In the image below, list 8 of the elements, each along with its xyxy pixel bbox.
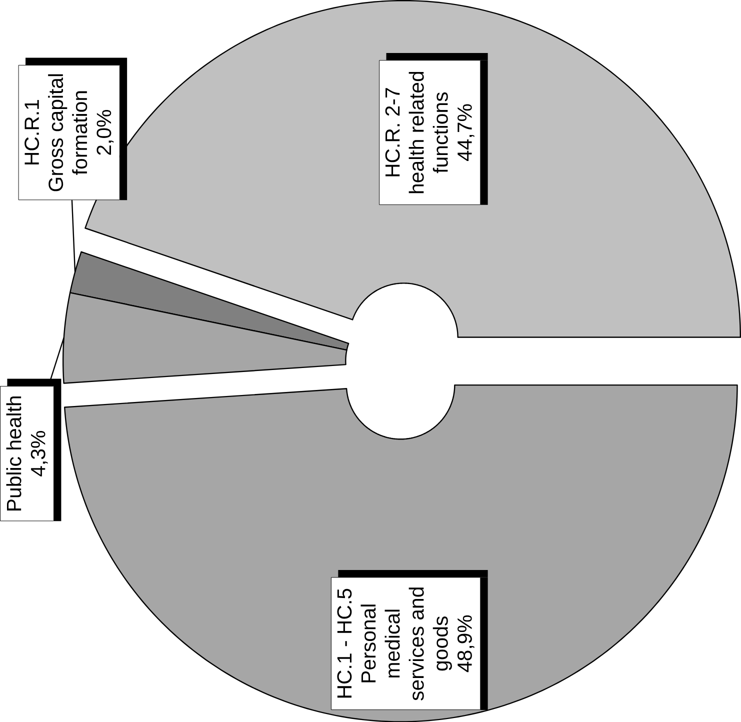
slice-label: Public health: [6, 396, 22, 510]
data-label: 44,7%: [458, 104, 474, 161]
data-label: 2,0%: [96, 110, 114, 155]
slice-label: HC.1 - HC.5 Personal medical services and goods: [337, 587, 452, 700]
slice-label: HC.R.1 Gross capital formation: [24, 74, 88, 191]
data-label: 4,3%: [30, 430, 48, 476]
data-label: 48,9%: [457, 615, 474, 672]
slice-label: HC.R. 2-7 health related functions: [385, 72, 448, 193]
